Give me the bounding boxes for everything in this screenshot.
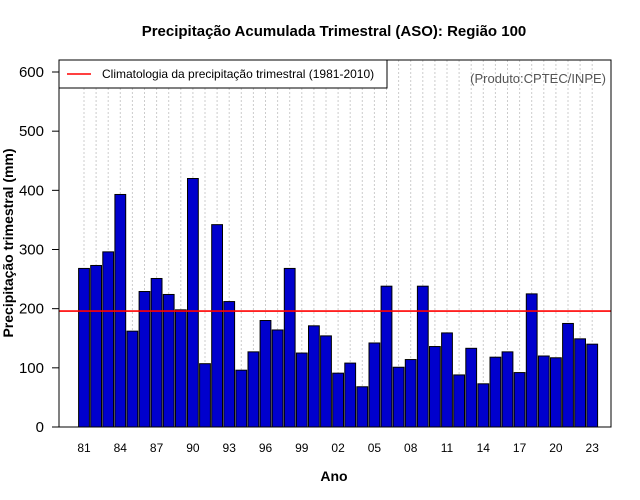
y-tick-label: 600 — [19, 64, 44, 81]
bar-16 — [501, 351, 514, 428]
y-tick-label: 300 — [19, 242, 44, 259]
x-tick-label: 02 — [331, 441, 345, 455]
y-tick-label: 400 — [19, 182, 44, 199]
bar-01 — [320, 335, 332, 428]
bar-89 — [174, 309, 187, 428]
legend-box — [58, 59, 388, 89]
bar-18 — [525, 293, 538, 428]
bar-96 — [259, 320, 272, 428]
x-tick-label: 14 — [477, 441, 491, 455]
x-tick-label: 08 — [404, 441, 418, 455]
chart-title: Precipitação Acumulada Trimestral (ASO):… — [142, 23, 527, 40]
x-tick-label: 96 — [259, 441, 273, 455]
bar-05 — [368, 342, 381, 428]
credit-label: (Produto:CPTEC/INPE) — [470, 71, 606, 86]
bar-13 — [465, 347, 478, 428]
bar-14 — [477, 383, 490, 428]
bar-17 — [513, 372, 526, 428]
bar-00 — [308, 325, 320, 428]
y-tick-label: 100 — [19, 360, 44, 377]
bar-97 — [271, 329, 284, 428]
x-tick-label: 93 — [223, 441, 237, 455]
x-axis-title: Ano — [320, 468, 347, 484]
bar-82 — [90, 264, 102, 428]
y-tick-label: 0 — [36, 419, 44, 436]
y-axis-title: Precipitação trimestral (mm) — [0, 148, 16, 337]
bars — [78, 178, 599, 428]
bar-23 — [586, 343, 599, 428]
bar-83 — [102, 251, 115, 428]
bar-02 — [332, 372, 345, 428]
bar-99 — [295, 352, 308, 428]
legend: Climatologia da precipitação trimestral … — [58, 59, 388, 89]
bar-10 — [429, 346, 441, 428]
bar-88 — [162, 293, 175, 428]
legend-label: Climatologia da precipitação trimestral … — [102, 67, 374, 81]
x-axis: 81 84 87 90 93 96 99 02 05 08 11 14 17 20 23 — [77, 441, 599, 455]
bar-85 — [126, 330, 139, 428]
bar-06 — [380, 285, 393, 428]
x-tick-label: 17 — [513, 441, 527, 455]
bar-03 — [344, 362, 357, 428]
bar-87 — [150, 277, 163, 428]
bar-11 — [441, 332, 453, 428]
bar-92 — [211, 224, 223, 428]
x-tick-label: 99 — [295, 441, 309, 455]
bar-94 — [235, 369, 248, 428]
x-tick-label: 11 — [441, 441, 454, 455]
bar-90 — [187, 178, 199, 428]
bar-15 — [489, 356, 502, 428]
bar-09 — [416, 285, 429, 428]
bar-95 — [247, 351, 260, 428]
x-tick-label: 20 — [549, 441, 563, 455]
bar-08 — [404, 359, 417, 428]
x-tick-label: 90 — [186, 441, 200, 455]
x-tick-label: 23 — [586, 441, 600, 455]
bar-93 — [223, 301, 236, 428]
x-tick-label: 81 — [77, 441, 91, 455]
bar-12 — [453, 374, 466, 428]
bar-22 — [574, 338, 587, 428]
y-axis: 0 100 200 300 400 500 600 — [19, 64, 59, 436]
bar-07 — [392, 366, 405, 428]
bar-81 — [78, 267, 90, 428]
y-tick-label: 500 — [19, 123, 44, 140]
bar-19 — [537, 355, 550, 428]
y-tick-label: 200 — [19, 301, 44, 318]
bar-91 — [199, 363, 211, 428]
bar-98 — [283, 267, 296, 428]
bar-20 — [550, 357, 562, 428]
bar-04 — [356, 386, 369, 428]
x-tick-label: 87 — [150, 441, 164, 455]
bar-21 — [562, 322, 574, 428]
x-tick-label: 84 — [114, 441, 128, 455]
x-tick-label: 05 — [368, 441, 382, 455]
